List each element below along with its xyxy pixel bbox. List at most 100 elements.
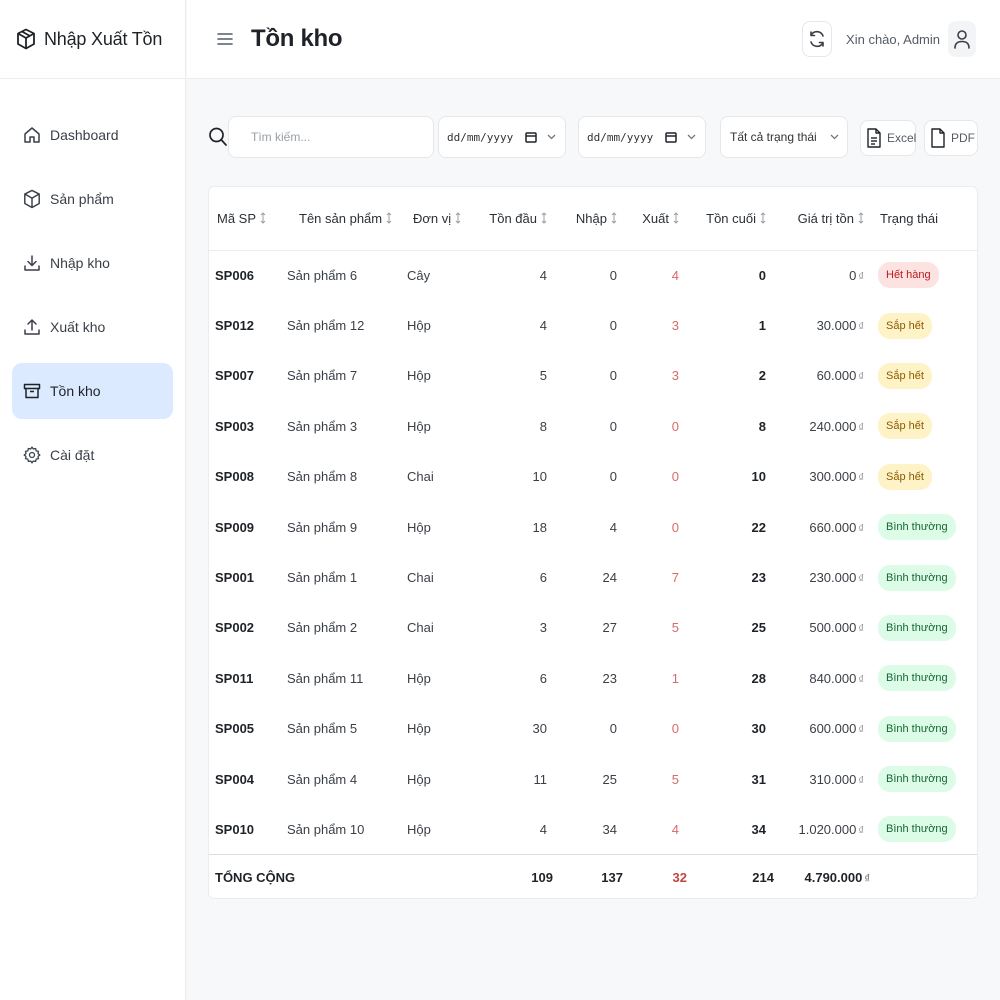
status-cell: Bình thường [870,603,977,653]
stock-out: 4 [671,267,679,283]
refresh-icon [810,30,824,48]
archive-icon [22,381,42,401]
stock-in: 25 [602,771,617,787]
stock-value: 240.000 ₫ [774,401,870,451]
stock-in: 0 [609,318,617,334]
column-header-inner: Tồn đầu [489,211,547,226]
column-header-label: Tên sản phẩm [299,210,383,226]
currency-symbol: ₫ [858,472,864,485]
date-to-field[interactable]: dd/mm/yyyy [578,116,706,158]
sort-icon[interactable] [541,211,547,225]
home-icon [22,125,42,145]
column-header-name[interactable]: Tên sản phẩm [285,187,405,251]
table-row[interactable]: SP012 Sản phẩm 12 Hộp 4 0 3 1 30.000 ₫ Sắp hết [209,300,977,350]
sort-icon[interactable] [673,211,679,225]
stock-value-amount: 240.000 [809,418,857,434]
column-header-unit[interactable]: Đơn vị [405,187,475,251]
column-header-label: Nhập [575,210,607,226]
sort-icon[interactable] [858,211,864,225]
export-pdf-button[interactable]: PDF [924,120,978,156]
product-unit: Hộp [407,721,431,737]
calendar-icon[interactable] [665,131,677,143]
refresh-button[interactable] [802,21,833,57]
status-badge: Bình thường [878,665,956,692]
table-row[interactable]: SP008 Sản phẩm 8 Chai 10 0 0 10 300.000 ₫ Sắp hết [209,452,977,502]
sort-icon[interactable] [611,211,617,225]
table-row[interactable]: SP001 Sản phẩm 1 Chai 6 24 7 23 230.000 ₫ Bình th… [209,552,977,602]
product-code: SP010 [215,821,255,837]
currency-symbol: ₫ [858,421,864,434]
closing-stock: 34 [751,821,766,837]
sort-icon[interactable] [386,211,392,225]
sidebar-item-inventory[interactable]: Tồn kho [12,363,173,419]
stock-out: 3 [671,368,679,384]
column-header-in[interactable]: Nhập [553,187,623,251]
user-icon [954,30,970,49]
export-excel-button[interactable]: Excel [860,120,916,156]
stock-out: 0 [671,418,679,434]
product-unit: Cây [407,267,431,283]
sidebar-item-export[interactable]: Xuất kho [12,299,173,355]
search-icon [208,126,228,148]
table-row[interactable]: SP007 Sản phẩm 7 Hộp 5 0 3 2 60.000 ₫ Sắp hết [209,351,977,401]
sidebar-item-products[interactable]: Sản phẩm [12,171,173,227]
totals-label: TỔNG CỘNG [209,854,475,898]
hamburger-menu-icon[interactable] [213,27,237,51]
column-header-end[interactable]: Tồn cuối [687,187,774,251]
stock-value-amount: 310.000 [809,771,857,787]
opening-stock: 4 [539,267,547,283]
product-code: SP011 [215,670,254,686]
closing-stock: 10 [751,469,766,485]
table-row[interactable]: SP003 Sản phẩm 3 Hộp 8 0 0 8 240.000 ₫ Sắp hết [209,401,977,451]
table-row[interactable]: SP010 Sản phẩm 10 Hộp 4 34 4 34 1.020.000 ₫ Bình … [209,804,977,854]
stock-value: 30.000 ₫ [774,300,870,350]
table-row[interactable]: SP009 Sản phẩm 9 Hộp 18 4 0 22 660.000 ₫ Bình thư… [209,502,977,552]
table-row[interactable]: SP002 Sản phẩm 2 Chai 3 27 5 25 500.000 ₫ Bình th… [209,603,977,653]
stock-out: 3 [671,318,679,334]
sidebar-item-dashboard[interactable]: Dashboard [12,107,173,163]
table-row[interactable]: SP006 Sản phẩm 6 Cây 4 0 4 0 0 ₫ Hết hàng [209,250,977,300]
closing-stock: 30 [751,721,766,737]
closing-stock: 0 [758,267,766,283]
box-icon [16,28,36,50]
stock-value-amount: 500.000 [809,620,857,636]
status-cell: Bình thường [870,653,977,703]
calendar-icon[interactable] [525,131,537,143]
product-code: SP003 [215,418,255,434]
brand[interactable]: Nhập Xuất Tồn [0,0,185,79]
column-header-inner: Mã SP [217,211,266,226]
column-header-inner: Đơn vị [413,211,461,226]
column-header-start[interactable]: Tồn đầu [475,187,553,251]
search-input[interactable] [228,116,434,158]
status-badge: Bình thường [878,564,956,591]
user-avatar[interactable] [948,21,976,57]
product-code: SP007 [215,368,255,384]
column-header-out[interactable]: Xuất [623,187,687,251]
sort-icon[interactable] [260,211,266,225]
stock-out: 4 [671,821,679,837]
sidebar-item-import[interactable]: Nhập kho [12,235,173,291]
status-filter-select[interactable]: Tất cả trạng thái [720,116,848,158]
opening-stock: 8 [539,418,547,434]
column-header-code[interactable]: Mã SP [209,187,285,251]
stock-out: 5 [671,771,679,787]
currency-symbol: ₫ [858,724,864,737]
table-row[interactable]: SP005 Sản phẩm 5 Hộp 30 0 0 30 600.000 ₫ Bình thư… [209,704,977,754]
product-name: Sản phẩm 2 [287,620,358,636]
page-title: Tồn kho [251,25,343,52]
package-icon [22,189,42,209]
column-header-value[interactable]: Giá trị tồn [774,187,870,251]
closing-stock: 31 [751,771,766,787]
status-badge: Bình thường [878,514,956,541]
table-row[interactable]: SP004 Sản phẩm 4 Hộp 11 25 5 31 310.000 ₫ Bình th… [209,754,977,804]
table-row[interactable]: SP011 Sản phẩm 11 Hộp 6 23 1 28 840.000 ₫ Bình th… [209,653,977,703]
date-from-field[interactable]: dd/mm/yyyy [438,116,566,158]
sort-icon[interactable] [760,211,766,225]
stock-value-amount: 840.000 [809,670,857,686]
totals-out: 32 [623,854,687,898]
product-unit: Hộp [407,771,431,787]
sidebar-item-settings[interactable]: Cài đặt [12,427,173,483]
product-code: SP005 [215,721,255,737]
sort-icon[interactable] [455,211,461,225]
product-name: Sản phẩm 6 [287,267,358,283]
